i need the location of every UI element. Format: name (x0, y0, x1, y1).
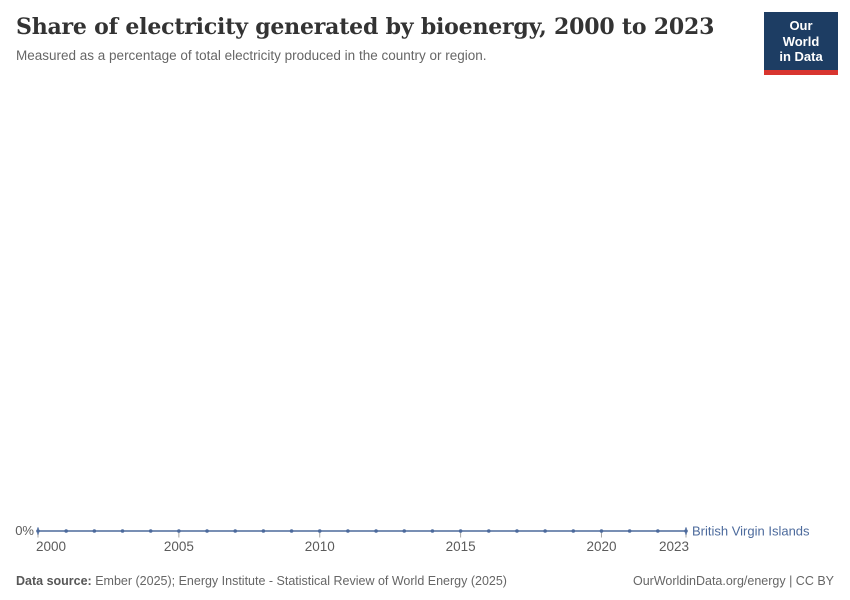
data-point (92, 529, 97, 533)
data-point (205, 529, 209, 533)
owid-logo-line2: in Data (779, 49, 823, 65)
data-point (289, 529, 294, 533)
data-point (233, 529, 238, 533)
data-point (374, 529, 378, 533)
data-point (120, 529, 125, 533)
x-axis-tick-label: 2015 (446, 539, 476, 554)
data-source-label: Data source: (16, 574, 92, 588)
x-axis-tick-label: 2005 (164, 539, 194, 554)
attribution-link[interactable]: OurWorldinData.org/energy | CC BY (632, 574, 834, 588)
chart-header: Share of electricity generated by bioene… (16, 14, 746, 63)
x-axis-tick-label: 2010 (305, 539, 335, 554)
data-point (486, 529, 491, 533)
data-point (148, 529, 153, 533)
data-point (317, 529, 322, 533)
data-point (627, 529, 632, 533)
data-point (656, 529, 660, 533)
chart-subtitle: Measured as a percentage of total electr… (16, 48, 487, 63)
x-axis-tick-label: 2023 (659, 539, 689, 554)
data-source-note: Data source: Ember (2025); Energy Instit… (16, 574, 507, 588)
data-point (599, 529, 604, 533)
data-point (346, 529, 350, 533)
data-point (543, 529, 547, 533)
data-point (402, 529, 407, 533)
data-point (458, 529, 463, 533)
data-source-text: Ember (2025); Energy Institute - Statist… (91, 574, 507, 588)
x-axis-tick-label: 2000 (36, 539, 66, 554)
data-point (515, 529, 519, 533)
data-point (177, 529, 181, 533)
chart-footer: Data source: Ember (2025); Energy Instit… (16, 574, 834, 588)
owid-logo-line1: Our World (782, 18, 820, 49)
chart-title: Share of electricity generated by bioene… (16, 14, 715, 40)
data-point (430, 529, 435, 533)
data-point (571, 529, 576, 533)
data-point (64, 529, 68, 533)
owid-logo[interactable]: Our World in Data (764, 12, 838, 75)
data-point (261, 529, 266, 533)
x-axis-tick-label: 2020 (586, 539, 616, 554)
y-axis-tick-label: 0% (15, 523, 34, 538)
series-label[interactable]: British Virgin Islands (692, 524, 810, 539)
